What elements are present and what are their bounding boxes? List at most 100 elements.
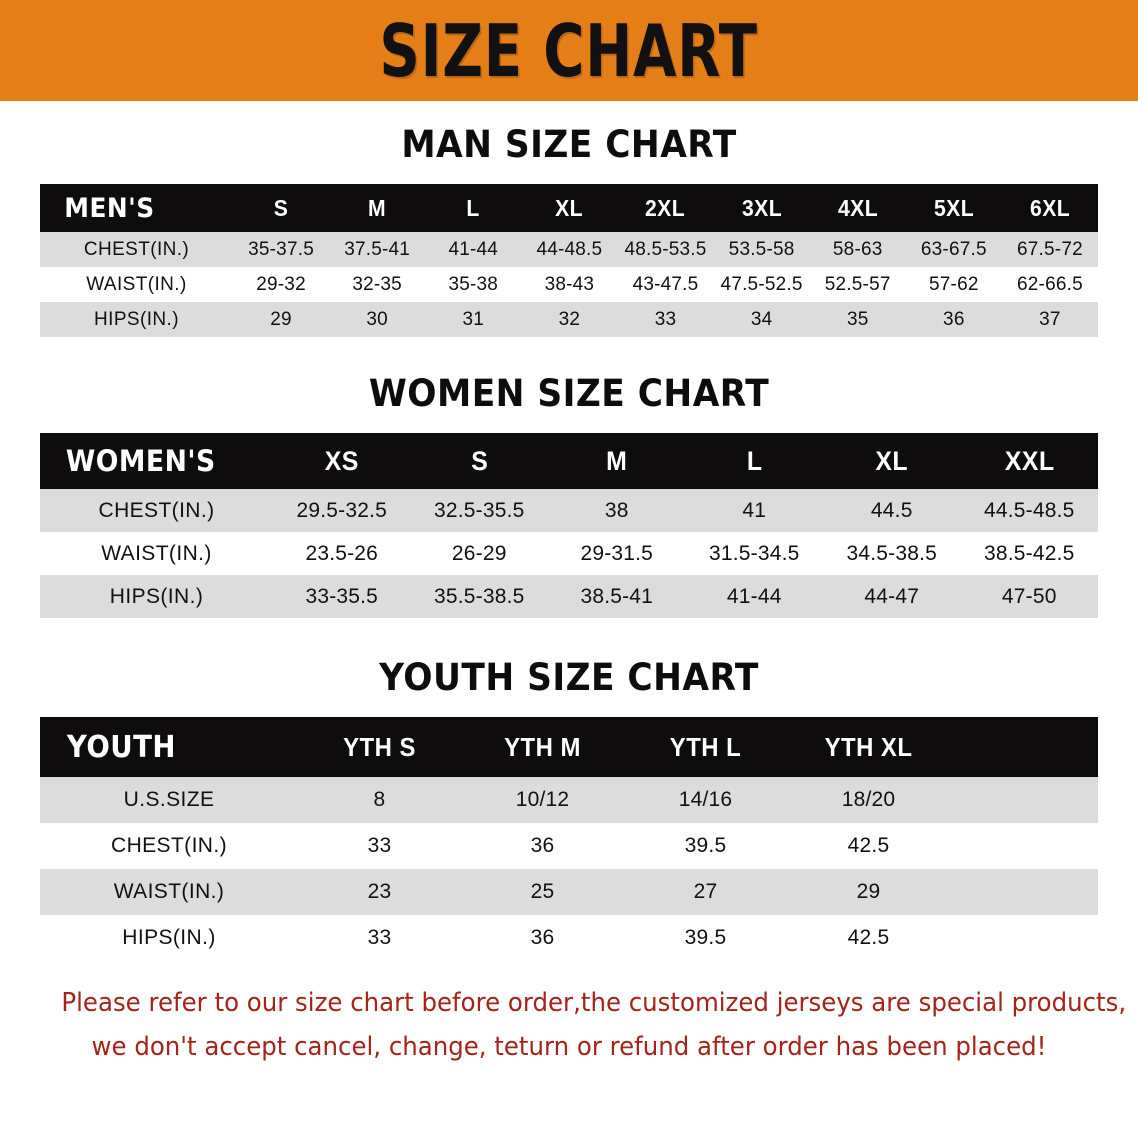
women-section-title: WOMEN SIZE CHART [368,372,770,415]
man-col-5xl: 5XL [933,194,974,221]
page-title: SIZE CHART [379,8,759,93]
women-table-body: CHEST(IN.) 29.5-32.5 32.5-35.5 38 41 44.… [40,489,1098,618]
man-col-2xl: 2XL [645,194,686,221]
youth-table-head: YOUTH YTH S YTH M YTH L YTH XL [40,717,1098,777]
women-col-xs: XS [324,445,359,476]
youth-header-label: YOUTH [66,729,176,765]
table-row: CHEST(IN.) 33 36 39.5 42.5 [40,823,1098,869]
women-chest-xxl: 44.5-48.5 [983,498,1075,522]
youth-header-row: YOUTH YTH S YTH M YTH L YTH XL [40,717,1098,777]
women-hips-m: 38.5-41 [580,584,654,608]
man-hips-m: 30 [366,308,388,330]
man-size-table-wrapper: MEN'S S M L XL 2XL 3XL 4XL 5XL 6XL CHEST… [40,184,1098,337]
youth-chest-spacer [950,823,1098,869]
youth-waist-s: 23 [367,880,392,903]
women-row-label-chest: CHEST(IN.) [98,498,215,522]
man-section-title: MAN SIZE CHART [401,123,737,166]
man-hips-3xl: 34 [750,308,773,330]
return-policy-line-2: we don't accept cancel, change, teturn o… [91,1032,1047,1062]
women-size-table-wrapper: WOMEN'S XS S M L XL XXL CHEST(IN.) 29.5-… [40,433,1098,618]
youth-table-body: U.S.SIZE 8 10/12 14/16 18/20 CHEST(IN.) … [40,777,1098,961]
women-hips-xxl: 47-50 [1001,584,1057,608]
table-row: WAIST(IN.) 23 25 27 29 [40,869,1098,915]
man-chest-m: 37.5-41 [344,238,411,260]
man-waist-m: 32-35 [352,273,402,295]
man-waist-2xl: 43-47.5 [632,273,699,295]
youth-waist-l: 27 [693,880,718,903]
women-waist-xxl: 38.5-42.5 [983,541,1075,565]
man-waist-xl: 38-43 [544,273,595,295]
man-hips-4xl: 35 [846,308,869,330]
youth-size-table-wrapper: YOUTH YTH S YTH M YTH L YTH XL U.S.SIZE … [40,717,1098,961]
youth-chest-s: 33 [367,834,392,857]
youth-ussize-s: 8 [373,788,386,811]
youth-waist-xl: 29 [856,880,881,903]
youth-hips-xl: 42.5 [847,926,890,949]
women-hips-s: 35.5-38.5 [433,584,525,608]
man-chest-4xl: 58-63 [832,238,883,260]
man-waist-4xl: 52.5-57 [824,273,891,295]
man-hips-l: 31 [462,308,485,330]
man-hips-xl: 32 [558,308,581,330]
table-row: WAIST(IN.) 29-32 32-35 35-38 38-43 43-47… [40,267,1098,302]
youth-hips-l: 39.5 [684,926,727,949]
man-hips-5xl: 36 [943,308,965,330]
man-header-label: MEN'S [64,192,155,224]
women-row-label-hips: HIPS(IN.) [109,584,204,608]
women-hips-l: 41-44 [726,584,782,608]
women-chest-m: 38 [604,498,629,522]
man-row-label-waist: WAIST(IN.) [86,273,187,295]
man-row-label-hips: HIPS(IN.) [94,308,179,330]
man-chest-s: 35-37.5 [248,238,314,260]
women-waist-s: 26-29 [451,541,507,565]
man-row-label-chest: CHEST(IN.) [83,238,190,260]
women-chest-s: 32.5-35.5 [433,498,525,522]
women-size-table: WOMEN'S XS S M L XL XXL CHEST(IN.) 29.5-… [40,433,1098,618]
man-col-4xl: 4XL [837,194,878,221]
return-policy-note: Please refer to our size chart before or… [61,981,1126,1069]
women-chest-xs: 29.5-32.5 [296,498,388,522]
man-col-m: M [368,194,387,221]
man-waist-s: 29-32 [256,273,306,295]
youth-ussize-m: 10/12 [515,788,570,811]
youth-col-xl: YTH XL [824,731,913,762]
women-waist-m: 29-31.5 [580,541,654,565]
table-row: U.S.SIZE 8 10/12 14/16 18/20 [40,777,1098,823]
man-waist-3xl: 47.5-52.5 [720,273,803,295]
youth-ussize-spacer [950,777,1098,823]
women-col-l: L [746,445,763,476]
man-table-body: CHEST(IN.) 35-37.5 37.5-41 41-44 44-48.5… [40,232,1098,337]
table-row: WAIST(IN.) 23.5-26 26-29 29-31.5 31.5-34… [40,532,1098,575]
women-header-label: WOMEN'S [65,444,216,478]
man-chest-3xl: 53.5-58 [728,238,795,260]
youth-hips-m: 36 [530,926,555,949]
man-hips-2xl: 33 [654,308,677,330]
man-chest-2xl: 48.5-53.5 [624,238,707,260]
man-waist-5xl: 57-62 [929,273,979,295]
women-hips-xs: 33-35.5 [305,584,379,608]
man-waist-l: 35-38 [448,273,499,295]
man-col-s: S [273,194,289,221]
youth-waist-spacer [950,869,1098,915]
youth-size-table: YOUTH YTH S YTH M YTH L YTH XL U.S.SIZE … [40,717,1098,961]
man-size-table: MEN'S S M L XL 2XL 3XL 4XL 5XL 6XL CHEST… [40,184,1098,337]
women-table-head: WOMEN'S XS S M L XL XXL [40,433,1098,489]
man-col-l: L [466,194,480,221]
table-row: HIPS(IN.) 29 30 31 32 33 34 35 36 37 [40,302,1098,337]
youth-ussize-l: 14/16 [678,788,733,811]
women-col-xl: XL [875,445,909,476]
table-row: CHEST(IN.) 35-37.5 37.5-41 41-44 44-48.5… [40,232,1098,267]
women-col-xxl: XXL [1004,445,1055,476]
youth-ussize-xl: 18/20 [841,788,896,811]
youth-row-label-waist: WAIST(IN.) [113,880,225,903]
youth-hips-s: 33 [367,926,392,949]
women-waist-xs: 23.5-26 [305,541,379,565]
youth-col-s: YTH S [343,731,416,762]
man-table-head: MEN'S S M L XL 2XL 3XL 4XL 5XL 6XL [40,184,1098,232]
women-chest-l: 41 [742,498,767,522]
youth-chest-xl: 42.5 [847,834,890,857]
man-chest-6xl: 67.5-72 [1017,238,1083,260]
youth-col-spacer [956,717,1092,777]
man-hips-6xl: 37 [1039,308,1061,330]
women-row-label-waist: WAIST(IN.) [101,541,212,565]
